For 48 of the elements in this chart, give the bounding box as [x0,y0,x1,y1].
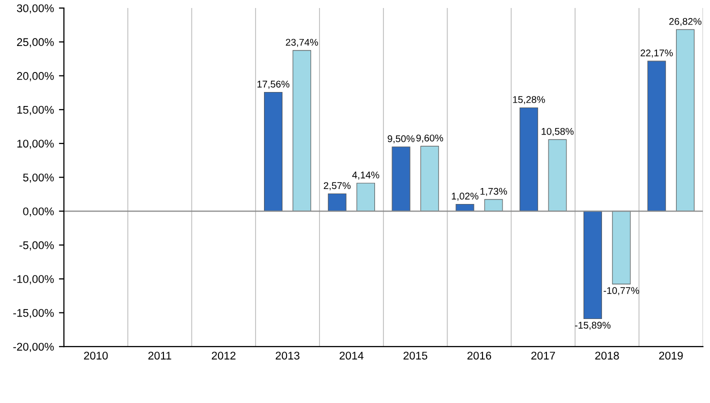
bar [392,146,410,212]
data-label: 26,82% [669,18,702,26]
y-tick-label: 0,00% [23,207,54,217]
y-tick-label: 15,00% [17,106,54,116]
x-tick-label: 2017 [531,352,555,360]
bar [548,139,567,212]
y-tick-label: 30,00% [16,4,54,14]
data-label: 9,50% [388,135,414,144]
bar [328,193,346,212]
y-tick-label: -15,00% [13,308,54,318]
x-tick-label: 2019 [659,352,683,360]
x-tick-label: 2011 [148,352,172,360]
data-label: 1,73% [480,188,507,196]
x-tick-label: 2010 [84,352,108,360]
data-label: 17,56% [257,80,290,89]
data-label: 2,57% [324,182,351,190]
x-tick-label: 2012 [212,352,236,360]
data-label: 23,74% [286,38,318,47]
bar [356,182,375,212]
y-tick-label: 10,00% [17,140,54,149]
y-tick-label: -5,00% [19,241,54,250]
data-label: 1,02% [452,192,478,201]
x-tick-label: 2014 [340,352,364,360]
bar [676,29,694,212]
x-tick-label: 2013 [276,352,300,360]
bar [520,107,538,212]
data-label: -15,89% [575,322,610,330]
y-tick-label: 5,00% [23,174,54,183]
data-label: 4,14% [352,172,380,180]
x-tick-label: 2018 [595,352,619,360]
bar [420,146,439,212]
bar [612,210,631,284]
bar [584,210,602,320]
y-tick-label: 25,00% [17,38,54,48]
data-label: -10,77% [604,287,640,296]
y-tick-label: 20,00% [17,72,54,82]
bar [264,92,282,212]
data-label: 9,60% [416,134,444,143]
bar [647,60,666,212]
x-tick-label: 2015 [404,352,428,360]
data-label: 10,58% [542,128,574,136]
data-label: 22,17% [640,49,673,58]
bar [292,50,312,212]
y-tick-label: -10,00% [13,275,54,284]
y-tick-label: -20,00% [13,342,54,352]
bar [484,199,503,212]
x-tick-label: 2016 [467,352,492,360]
data-label: 15,28% [513,96,545,104]
